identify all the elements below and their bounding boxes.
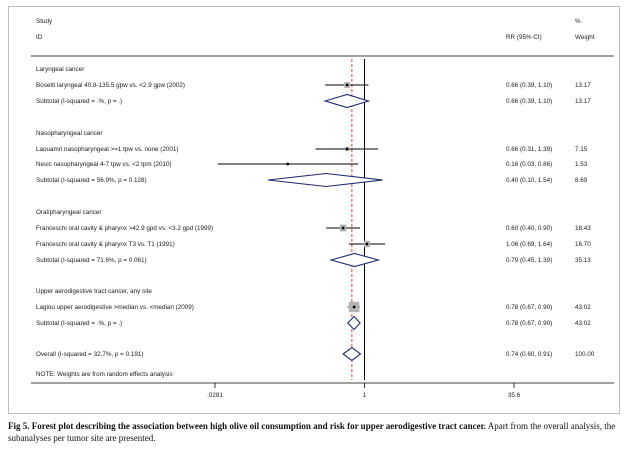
header-rr: RR (95% CI): [506, 34, 542, 41]
figure-caption: Fig 5. Forest plot describing the associ…: [8, 421, 620, 444]
study-rr: 0.66 (0.39, 1.10): [506, 82, 552, 89]
study-weight: 7.15: [575, 146, 588, 153]
group-title: Nasopharyngeal cancer: [36, 130, 103, 137]
overall-label: Overall (I-squared = 32.7%, p = 0.191): [36, 351, 143, 358]
subtotal-rr: 0.78 (0.67, 0.90): [506, 320, 552, 327]
study-label: Franceschi oral cavity & pharynx >42.9 g…: [36, 225, 213, 232]
study-rr: 1.06 (0.69, 1.64): [506, 241, 552, 248]
study-weight: 16.70: [575, 241, 591, 248]
study-point: [341, 226, 345, 230]
group-title: Upper aerodigestive tract cancer, any si…: [36, 288, 152, 295]
header-id: ID: [36, 34, 43, 41]
study-point: [352, 305, 356, 309]
subtotal-weight: 13.17: [575, 98, 591, 105]
header-weight-pct: %: [575, 18, 581, 25]
study-rr: 0.16 (0.03, 0.86): [506, 161, 552, 168]
study-label: Laouamri nasopharyngeal >=1 tpw vs. none…: [36, 146, 178, 153]
study-rr: 0.66 (0.31, 1.39): [506, 146, 552, 153]
header-study: Study: [36, 18, 53, 25]
x-tick-label: 1: [363, 392, 367, 399]
study-label: Bosetti laryngeal 40.8-135.5 gpw vs. <2.…: [36, 82, 185, 89]
study-point: [286, 162, 290, 166]
subtotal-diamond: [268, 172, 383, 188]
subtotal-rr: 0.66 (0.39, 1.10): [506, 98, 552, 105]
subtotal-diamond: [323, 93, 371, 109]
subtotal-label: Subtotal (I-squared = 71.6%, p = 0.061): [36, 257, 147, 264]
subtotal-diamond: [346, 315, 361, 331]
study-point: [365, 242, 369, 246]
subtotal-weight: 8.69: [575, 177, 588, 184]
subtotal-weight: 35.13: [575, 257, 591, 264]
x-tick-label: .0281: [207, 392, 223, 399]
subtotal-diamond: [329, 252, 381, 268]
subtotal-label: Subtotal (I-squared = .%, p = .): [36, 98, 122, 105]
study-point: [345, 83, 349, 87]
subtotal-rr: 0.79 (0.45, 1.39): [506, 257, 552, 264]
study-label: Nesic nasopharyngeal 4-7 tpw vs. <2 tpm …: [36, 161, 172, 168]
study-rr: 0.78 (0.67, 0.90): [506, 304, 552, 311]
header-weight: Weight: [575, 34, 595, 41]
study-weight: 18.43: [575, 225, 591, 232]
subtotal-label: Subtotal (I-squared = 56.9%, p = 0.128): [36, 177, 147, 184]
forest-plot: Study ID RR (95% CI)% Weight Laryngeal canc…: [31, 18, 614, 399]
overall-rr: 0.74 (0.60, 0.91): [506, 351, 552, 358]
figure-frame: Study ID RR (95% CI)% Weight Laryngeal canc…: [8, 6, 620, 414]
study-weight: 43.02: [575, 304, 591, 311]
study-label: Franceschi oral cavity & pharynx T3 vs. …: [36, 241, 175, 248]
x-tick-label: 35.6: [508, 392, 521, 399]
study-weight: 13.17: [575, 82, 591, 89]
caption-text: Apart from the overall analysis, the sub…: [8, 421, 616, 443]
overall-weight: 100.00: [575, 351, 595, 358]
weights-note: NOTE: Weights are from random effects an…: [36, 371, 173, 378]
study-label: Lagiou upper aerodigestive >median vs. <…: [36, 304, 194, 311]
subtotal-weight: 43.02: [575, 320, 591, 327]
study-point: [345, 147, 349, 151]
subtotal-label: Subtotal (I-squared = .%, p = .): [36, 320, 122, 327]
study-weight: 1.53: [575, 161, 588, 168]
overall-diamond: [342, 346, 362, 362]
study-rr: 0.60 (0.40, 0.90): [506, 225, 552, 232]
group-title: Laryngeal cancer: [36, 66, 84, 73]
subtotal-rr: 0.40 (0.10, 1.54): [506, 177, 552, 184]
group-title: Oral/pharyngeal cancer: [36, 209, 101, 216]
caption-title: Fig 5. Forest plot describing the associ…: [8, 421, 486, 431]
